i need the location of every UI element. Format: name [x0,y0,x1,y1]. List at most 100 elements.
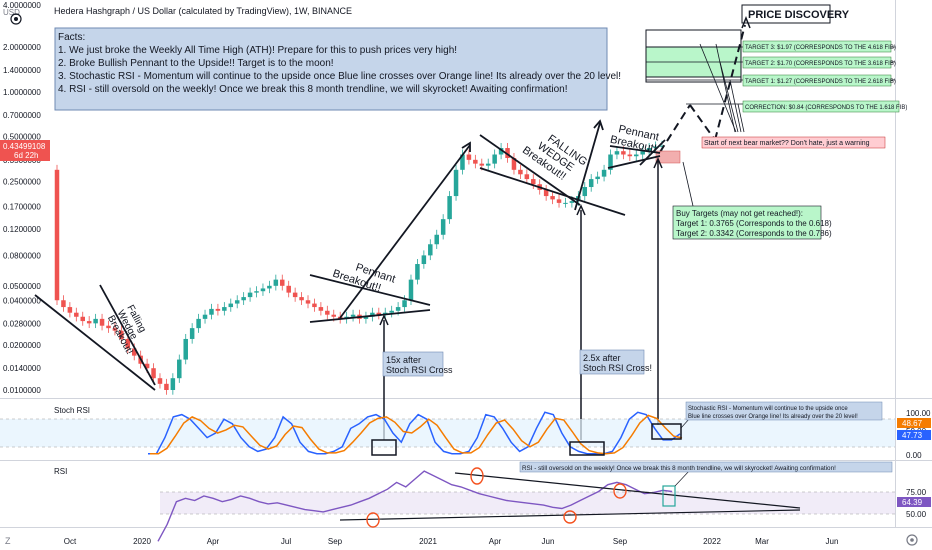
candle-body [350,314,356,317]
time-axis-label: Jul [281,537,291,546]
candle-body [61,300,66,308]
rsi-note[interactable]: RSI - still oversold on the weekly! Once… [519,461,893,473]
svg-text:PRICE DISCOVERY: PRICE DISCOVERY [748,9,850,21]
svg-text:RSI - still oversold on the we: RSI - still oversold on the weekly! Once… [522,465,836,472]
stoch-cross-box [651,423,682,440]
time-axis[interactable]: Oct 2020 Apr Jul Sep 2021 Apr Jun Sep 2022 Mar Jun [64,537,839,546]
time-axis-label: 2020 [133,537,151,546]
price-axis-label: 0.1200000 [3,225,41,234]
svg-text:Start of next bear market?? Do: Start of next bear market?? Don't hate, … [704,140,870,147]
rsi-circle [470,467,484,485]
candle-body [434,234,439,245]
candle-body [614,151,620,155]
rsi-break-box [662,485,676,507]
buy-targets-note[interactable]: Buy Targets (may not get reached!): Targ… [672,205,832,240]
stoch-title: Stoch RSI [54,406,90,415]
settings-icon[interactable] [10,13,22,25]
candle-body [402,300,407,308]
facts-note[interactable]: Facts: 1. We just broke the Weekly All T… [54,27,621,111]
candle-body [518,169,523,175]
candle-body [131,348,137,356]
price-discovery-label[interactable]: PRICE DISCOVERY [741,4,850,24]
price-axis-label: 2.0000000 [3,43,41,52]
candle-body [608,154,613,170]
candle-body [325,310,330,315]
candle-body [312,303,317,308]
time-axis-label: 2022 [703,537,721,546]
settings-gear-icon[interactable] [906,534,918,546]
candle-body [460,154,465,170]
candle-body [93,318,98,324]
rsi-line [157,470,673,542]
candle-body [395,307,401,311]
candle-body [177,359,182,379]
fib-targets[interactable]: TARGET 3: $1.97 (CORRESPONDS TO THE 4.61… [645,29,907,113]
price-axis-label: 0.1700000 [3,203,41,212]
candle-body [421,255,427,265]
candle-body [569,201,575,203]
candle-body [440,219,446,235]
candle-body [286,285,291,293]
bar-countdown: 6d 22h [14,151,38,160]
svg-text:Stochastic RSI - Momentum will: Stochastic RSI - Momentum will continue … [688,406,848,412]
candle-body [196,318,201,329]
stoch-cross-box [371,439,397,456]
top-axis-value: 4.0000000 [3,1,41,10]
candle-body [164,383,169,390]
target-2-label: TARGET 2: $1.70 (CORRESPONDS TO THE 3.61… [745,61,896,67]
time-axis-label: Oct [64,537,77,546]
candle-body [531,179,536,185]
candle-body [505,148,510,159]
candle-body [260,288,266,292]
candle-body [106,325,111,329]
candle-body [498,148,504,155]
candle-body [627,154,633,157]
stoch-d-line [150,414,683,455]
cross-25x-note[interactable]: 2.5x after Stoch RSI Cross! [579,349,652,375]
bear-warning-note[interactable]: Start of next bear market?? Don't hate, … [701,136,886,149]
candle-body [273,279,279,286]
stoch-note[interactable]: Stochastic RSI - Momentum will continue … [685,401,883,421]
rsi-pane[interactable]: RSI RSI - still oversold on the weekly! … [54,461,931,542]
svg-text:Stoch RSI Cross: Stoch RSI Cross [386,365,453,375]
candle-body [363,316,369,319]
stoch-d-tag [897,418,931,428]
time-axis-label: Apr [207,537,220,546]
candle-body [479,163,485,166]
facts-line: 4. RSI - still oversold on the weekly! O… [58,84,567,95]
correction-label: CORRECTION: $0.84 (CORRESPONDS TO THE 1.… [745,105,907,111]
cross-15x-note[interactable]: 15x after Stoch RSI Cross [382,351,453,377]
tradingview-logo-icon: Z [5,536,11,546]
stoch-k-value: 47.73 [902,431,923,440]
time-axis-label: Sep [613,537,628,546]
candle-body [228,303,234,308]
stoch-axis-0: 0.00 [906,451,922,460]
pattern-trendlines [34,119,666,391]
time-axis-label: Jun [826,537,839,546]
candle-body [99,318,105,326]
candle-body [267,285,272,289]
rsi-circle [563,510,577,524]
price-axis-label: 0.7000000 [3,111,41,120]
time-axis-label: 2021 [419,537,437,546]
candle-body [595,176,600,180]
candle-body [331,314,337,317]
stoch-rsi-pane[interactable]: Stoch RSI Stochastic RSI - Momentum will… [0,401,931,460]
time-axis-label: Mar [755,537,769,546]
stoch-cross-box [569,441,605,456]
candle-body [376,312,382,315]
candle-body [428,244,433,256]
current-price-tag: 0.43499108 6d 22h [0,140,50,161]
svg-text:Stoch RSI Cross!: Stoch RSI Cross! [583,363,652,373]
time-axis-label: Jun [542,537,555,546]
candle-body [389,310,394,313]
candle-body [119,330,124,339]
price-axis-label: 0.2500000 [3,178,41,187]
currency-label: USD [3,8,20,17]
buy-target-2: Target 2: 0.3342 (Corresponds to the 0.7… [676,229,832,238]
buy-targets-heading: Buy Targets (may not get reached!): [676,209,803,218]
candle-body [189,328,195,339]
price-axis-label: 0.0800000 [3,251,41,260]
candle-body [653,146,658,149]
